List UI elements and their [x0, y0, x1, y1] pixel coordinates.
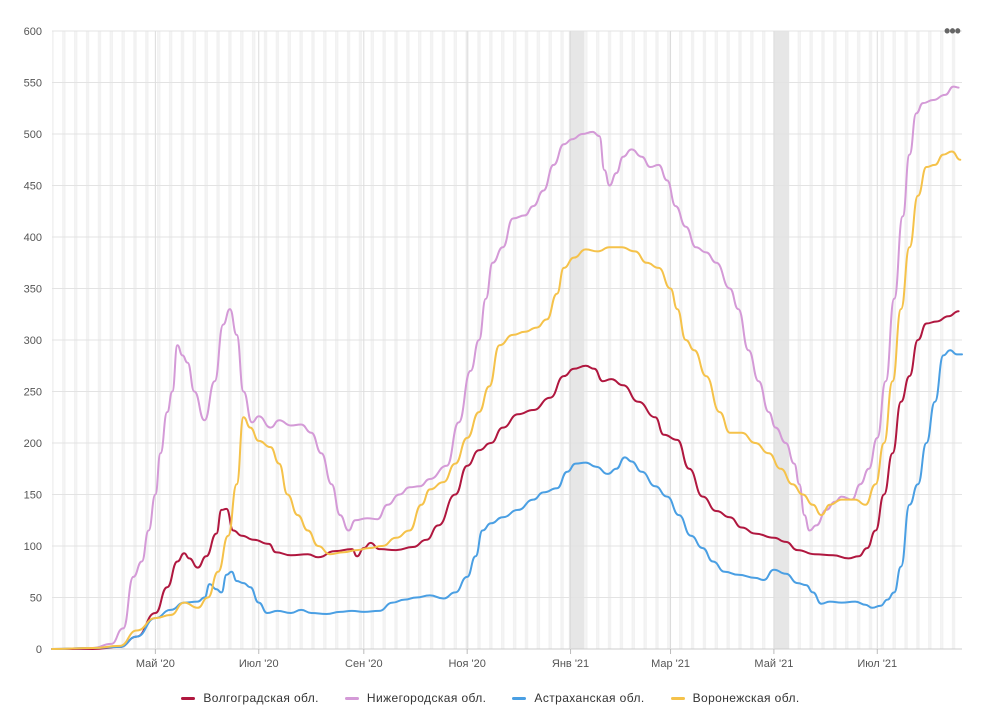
legend-swatch — [670, 696, 685, 700]
y-tick-label: 50 — [30, 593, 42, 605]
y-tick-label: 450 — [24, 181, 42, 193]
legend-label: Воронежская обл. — [692, 691, 800, 705]
y-axis: 0 50 100 150 200 250 300 350 400 450 500 550 600 — [24, 26, 42, 656]
legend: Волгоградская обл. Нижегородская обл. Астр… — [0, 688, 981, 708]
series-line — [51, 349, 963, 650]
y-tick-label: 400 — [24, 232, 42, 244]
x-tick-label: Ноя '20 — [448, 658, 485, 670]
y-tick-label: 550 — [24, 78, 42, 90]
legend-item[interactable]: Воронежская обл. — [670, 691, 800, 705]
x-tick-label: Мар '21 — [651, 658, 690, 670]
chart-menu-button[interactable]: ••• — [940, 22, 964, 40]
y-tick-label: 100 — [24, 541, 42, 553]
series-lines — [51, 85, 963, 650]
x-tick-label: Май '21 — [754, 658, 793, 670]
legend-label: Волгоградская обл. — [203, 691, 319, 705]
gridlines — [52, 30, 962, 650]
legend-item[interactable]: Астраханская обл. — [512, 691, 644, 705]
x-axis: Май '20 Июл '20 Сен '20 Ноя '20 Янв '21 Мар '… — [136, 649, 897, 670]
legend-swatch — [181, 696, 196, 700]
series-line — [51, 310, 960, 650]
legend-label: Астраханская обл. — [534, 691, 645, 705]
y-tick-label: 250 — [24, 387, 42, 399]
y-tick-label: 0 — [36, 644, 42, 656]
x-tick-label: Июл '20 — [239, 658, 279, 670]
y-tick-label: 300 — [24, 335, 42, 347]
x-tick-label: Янв '21 — [552, 658, 589, 670]
legend-swatch — [512, 696, 527, 700]
x-tick-label: Май '20 — [136, 658, 175, 670]
more-dots-icon: ••• — [944, 21, 961, 41]
y-tick-label: 150 — [24, 490, 42, 502]
y-tick-label: 600 — [24, 26, 42, 38]
x-tick-label: Июл '21 — [857, 658, 897, 670]
legend-item[interactable]: Нижегородская обл. — [344, 691, 487, 705]
y-tick-label: 200 — [24, 438, 42, 450]
legend-swatch — [344, 696, 359, 700]
legend-label: Нижегородская обл. — [366, 691, 487, 705]
series-line — [51, 150, 962, 650]
x-tick-label: Сен '20 — [345, 658, 383, 670]
y-tick-label: 350 — [24, 284, 42, 296]
legend-item[interactable]: Волгоградская обл. — [181, 691, 319, 705]
y-tick-label: 500 — [24, 129, 42, 141]
